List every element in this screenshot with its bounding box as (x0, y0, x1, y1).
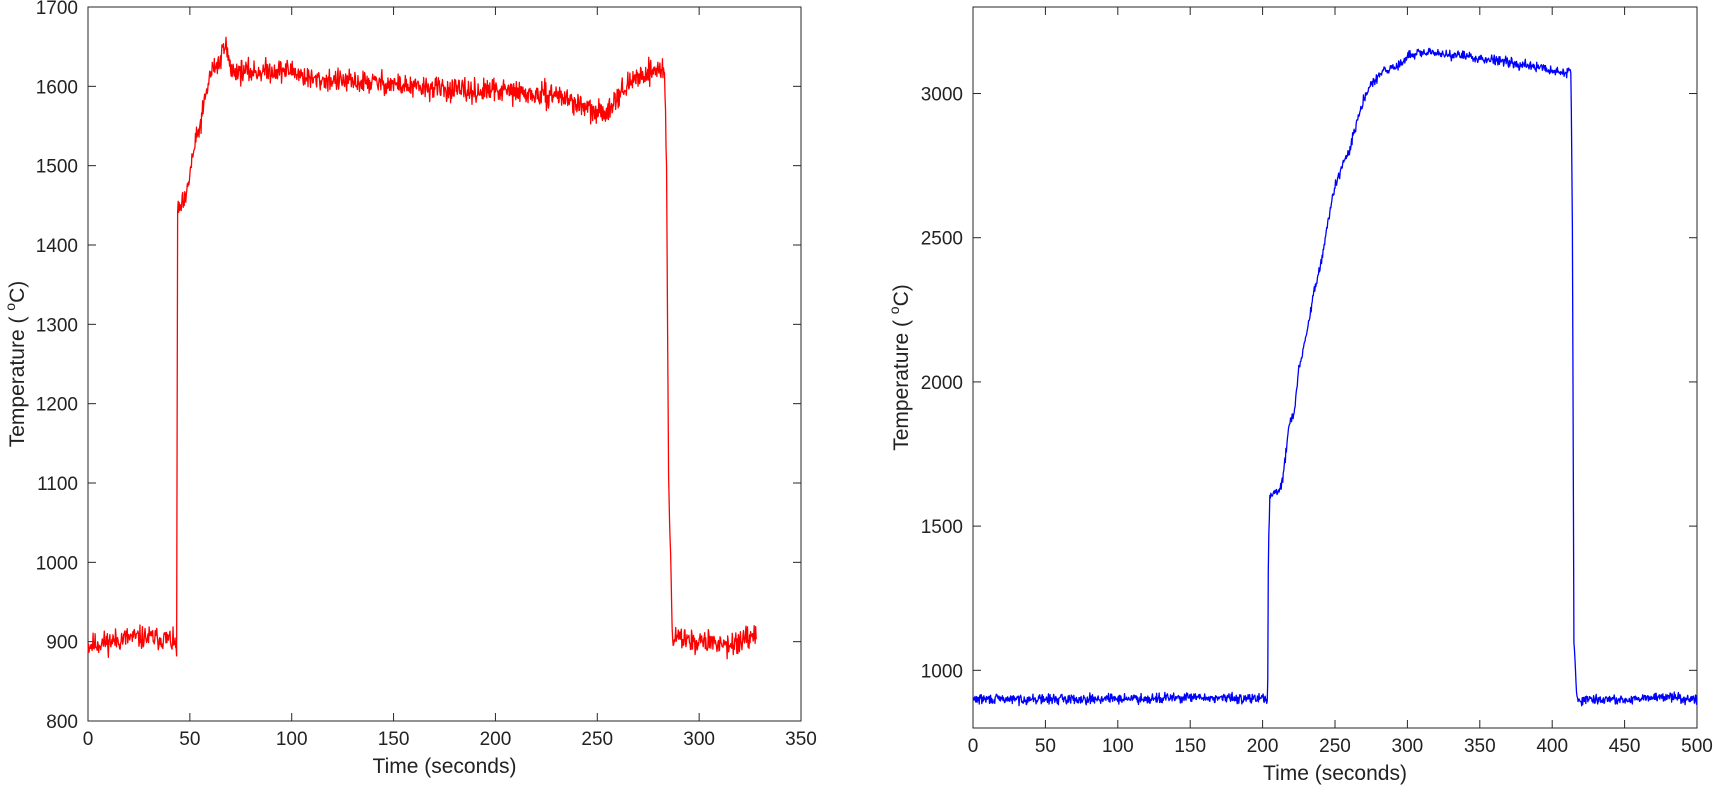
y-axis-label-sup: o (886, 306, 902, 314)
x-tick-label: 250 (1319, 736, 1351, 757)
y-tick-label: 1500 (921, 517, 963, 538)
x-tick-label: 50 (179, 729, 200, 750)
y-tick-label: 1100 (37, 474, 78, 495)
chart-panel-1: 0 50 100 150 200 250 300 350 800 900 1000 1100 1200 1… (2, 0, 817, 778)
series-line-1 (972, 47, 1698, 707)
x-tick-label: 300 (1392, 736, 1424, 757)
x-tick-label: 450 (1609, 736, 1641, 757)
y-tick-label: 1200 (36, 395, 78, 416)
x-tick-label: 0 (968, 736, 979, 757)
x-tick-label: 150 (1174, 736, 1206, 757)
y-tick-label: 2000 (921, 373, 963, 394)
x-tick-label: 400 (1536, 736, 1568, 757)
x-tick-label: 100 (1102, 736, 1134, 757)
x-axis-label: Time (seconds) (373, 755, 517, 778)
y-axis-label: Temperature ( oC) (2, 281, 29, 448)
x-tick-label: 500 (1681, 736, 1713, 757)
y-tick-label: 2500 (921, 229, 963, 250)
plot-frame (87, 6, 802, 722)
x-tick-label: 100 (276, 729, 308, 750)
x-tick-label: 300 (683, 729, 715, 750)
chart-panel-2: 0 50 100 150 200 250 300 350 400 450 500 1000 1500 20… (886, 6, 1713, 785)
y-tick-label: 1400 (36, 236, 78, 257)
series-line-1 (87, 36, 757, 660)
y-tick-label: 800 (46, 712, 78, 733)
x-tick-label: 200 (1247, 736, 1279, 757)
x-tick-label: 350 (1464, 736, 1496, 757)
y-axis-label-sup: o (2, 303, 18, 311)
x-tick-label: 350 (785, 729, 817, 750)
y-axis-label-post: C) (890, 284, 913, 306)
x-tick-label: 250 (581, 729, 613, 750)
y-tick-label: 1700 (36, 0, 78, 19)
y-tick-label: 1000 (921, 661, 963, 682)
y-axis-label: Temperature ( oC) (886, 284, 913, 451)
plot-frame (972, 6, 1698, 729)
y-tick-label: 1600 (36, 77, 78, 98)
y-tick-label: 1500 (36, 157, 78, 178)
y-axis-label-pre: Temperature ( (890, 314, 913, 451)
x-tick-label: 50 (1035, 736, 1056, 757)
y-axis-label-post: C) (6, 281, 29, 303)
x-axis-label: Time (seconds) (1263, 762, 1407, 785)
y-tick-label: 1300 (36, 315, 78, 336)
y-tick-label: 1000 (36, 553, 78, 574)
x-tick-label: 0 (83, 729, 94, 750)
y-tick-label: 900 (46, 633, 78, 654)
y-tick-label: 3000 (921, 85, 963, 106)
x-tick-label: 150 (378, 729, 410, 750)
y-axis-label-pre: Temperature ( (6, 311, 29, 448)
x-tick-label: 200 (480, 729, 512, 750)
